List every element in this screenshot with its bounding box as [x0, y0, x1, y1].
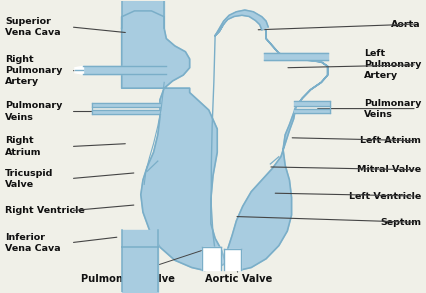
Polygon shape: [75, 66, 83, 74]
Text: Tricuspid
Valve: Tricuspid Valve: [5, 168, 53, 189]
Text: Pulmonary
Veins: Pulmonary Veins: [5, 101, 62, 122]
Polygon shape: [122, 11, 226, 270]
Text: Pulmonary Valve: Pulmonary Valve: [81, 274, 175, 284]
Text: Aorta: Aorta: [391, 20, 421, 28]
Polygon shape: [122, 11, 164, 28]
Text: Left Ventricle: Left Ventricle: [349, 192, 421, 201]
Text: Right Ventricle: Right Ventricle: [5, 206, 85, 215]
Polygon shape: [215, 10, 268, 36]
Text: Left
Pulmonary
Artery: Left Pulmonary Artery: [364, 49, 421, 81]
Text: Aortic Valve: Aortic Valve: [205, 274, 272, 284]
Text: Left Atrium: Left Atrium: [360, 136, 421, 145]
Polygon shape: [215, 12, 328, 270]
Text: Septum: Septum: [380, 218, 421, 227]
Text: Right
Pulmonary
Artery: Right Pulmonary Artery: [5, 55, 62, 86]
Text: Superior
Vena Cava: Superior Vena Cava: [5, 17, 60, 37]
Text: Mitral Valve: Mitral Valve: [357, 165, 421, 174]
Text: Right
Atrium: Right Atrium: [5, 137, 41, 156]
Text: Inferior
Vena Cava: Inferior Vena Cava: [5, 233, 60, 253]
Text: Pulmonary
Veins: Pulmonary Veins: [364, 98, 421, 119]
